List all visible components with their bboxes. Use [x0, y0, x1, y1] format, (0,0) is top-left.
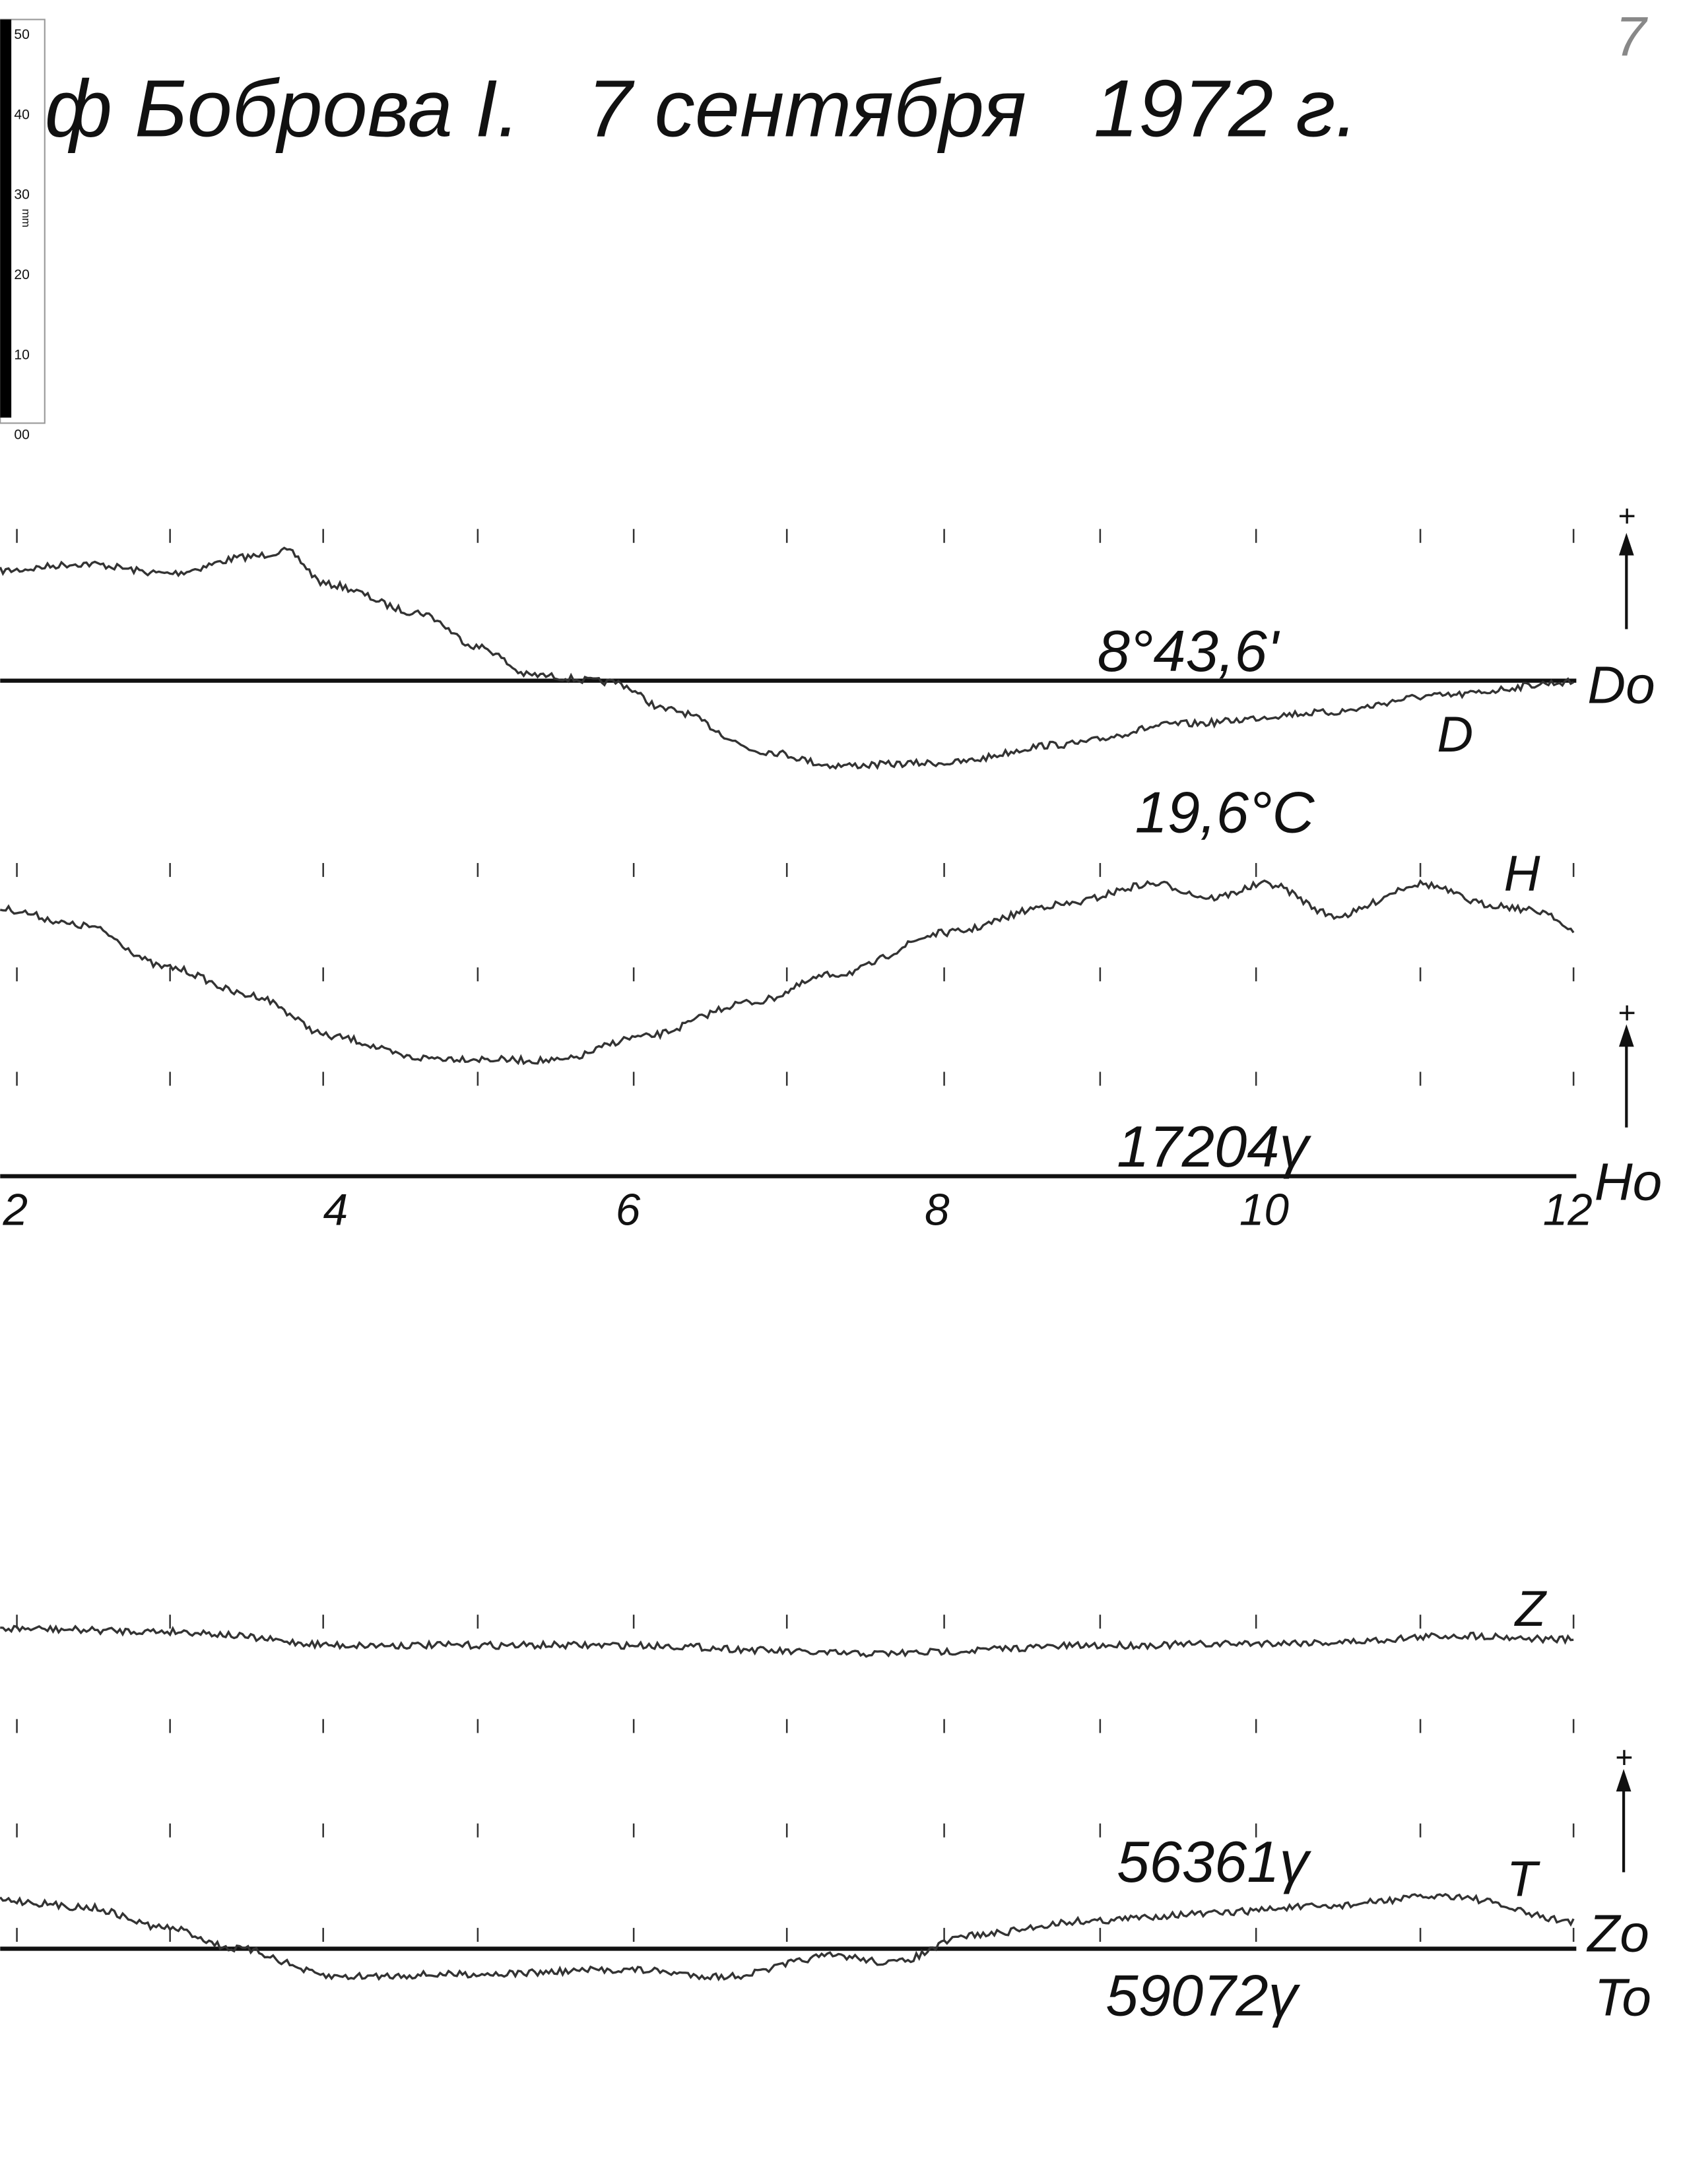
- trace-d: [0, 546, 1574, 770]
- ruler-label: 50: [14, 27, 29, 42]
- hour-label: 12: [1543, 1185, 1593, 1235]
- d-baseline-value: 8°43,6': [1098, 618, 1280, 684]
- ruler-strip: [0, 19, 12, 418]
- hour-label: 2: [2, 1185, 28, 1235]
- hour-labels: 2 4 6 8 10 12: [2, 1185, 1592, 1235]
- ruler-label: 30: [14, 187, 29, 203]
- trace-z: [0, 1624, 1574, 1658]
- z-baseline-label: Zo: [1586, 1904, 1649, 1963]
- d-label: D: [1437, 707, 1473, 763]
- hour-label: 6: [616, 1185, 641, 1235]
- ruler-unit: mm: [20, 209, 32, 227]
- traces: [0, 546, 1575, 1982]
- h-baseline-label: Ho: [1595, 1151, 1662, 1211]
- page-number: 7: [1615, 5, 1648, 67]
- t-label: T: [1507, 1851, 1540, 1907]
- ruler-label: 00: [14, 428, 29, 443]
- ruler-label: 10: [14, 347, 29, 362]
- plus-mark: +: [1618, 996, 1636, 1030]
- trace-t: [0, 1892, 1575, 1982]
- trace-labels: 8°43,6' Do D 19,6°C H 17204γ Ho Z 56361γ…: [1098, 618, 1663, 2028]
- hour-label: 8: [925, 1185, 950, 1235]
- z-baseline-value: 56361γ: [1117, 1829, 1311, 1894]
- t-baseline-value: 59072γ: [1106, 1963, 1300, 2028]
- hour-ticks: [16, 529, 1575, 1942]
- plus-mark: +: [1618, 498, 1636, 532]
- hour-label: 10: [1239, 1185, 1289, 1235]
- arrows: [1616, 532, 1634, 1873]
- h-label: H: [1504, 846, 1540, 902]
- d-baseline-label: Do: [1587, 655, 1655, 714]
- hour-label: 4: [323, 1185, 348, 1235]
- title: ф Боброва I. 7 сентября 1972 г.: [45, 63, 1358, 154]
- z-label: Z: [1514, 1581, 1548, 1637]
- plus-mark: +: [1615, 1740, 1633, 1774]
- ruler-label: 40: [14, 107, 29, 122]
- t-baseline-label: To: [1595, 1968, 1651, 2027]
- ruler-label: 20: [14, 267, 29, 282]
- trace-h: [0, 879, 1575, 1066]
- temperature: 19,6°C: [1135, 780, 1315, 845]
- ruler-labels: 50 40 30 20 10 00: [14, 27, 29, 443]
- h-baseline-value: 17204γ: [1117, 1114, 1311, 1179]
